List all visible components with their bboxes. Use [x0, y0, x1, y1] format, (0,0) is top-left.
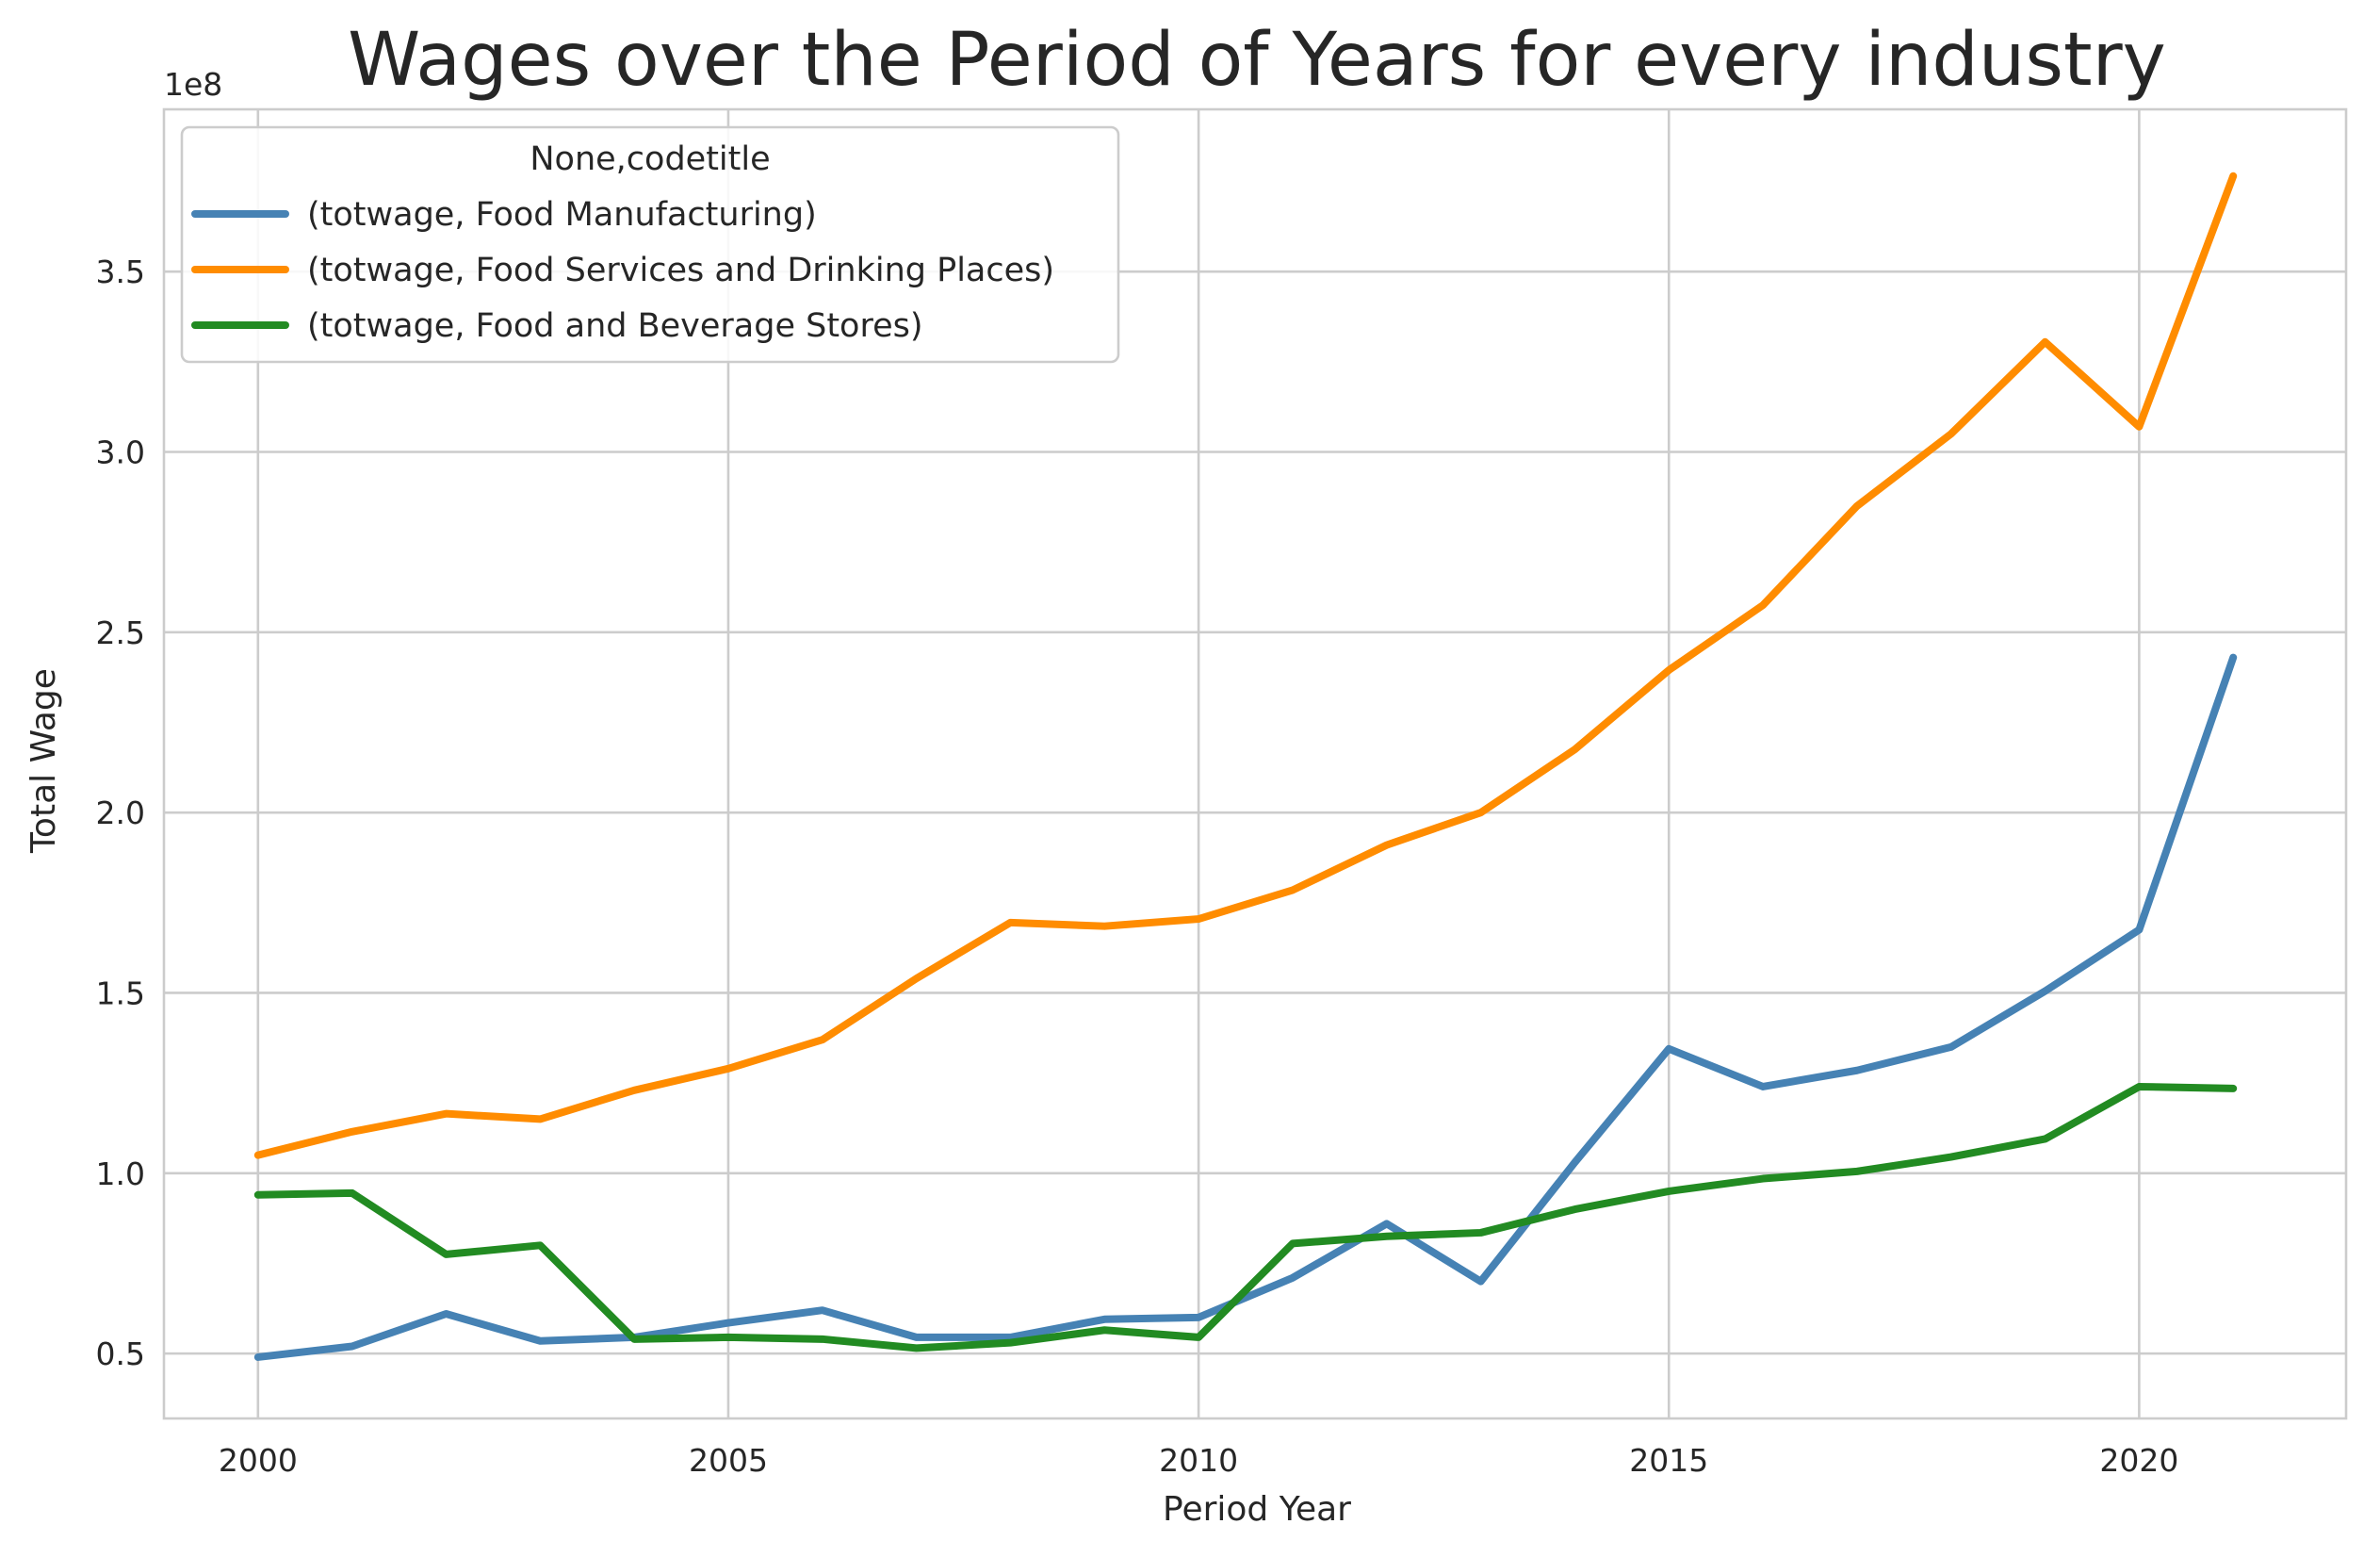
legend-entry-label: (totwage, Food Services and Drinking Pla… [307, 252, 1054, 289]
y-tick-label: 2.5 [96, 615, 145, 651]
x-tick-label: 2010 [1159, 1442, 1238, 1479]
legend-entry-label: (totwage, Food Manufacturing) [307, 196, 817, 234]
y-tick-label: 3.0 [96, 434, 145, 471]
y-tick-label: 3.5 [96, 254, 145, 290]
chart-title: Wages over the Period of Years for every… [348, 18, 2166, 103]
legend-box [180, 125, 1120, 364]
y-tick-label: 1.0 [96, 1155, 145, 1192]
tick-labels: 2000 2005 2010 2015 2020 0.5 1.0 1.5 2.0 2.5 3.0 3.… [96, 254, 2179, 1479]
y-axis-label: Total Wage [24, 668, 63, 854]
series-line-2 [253, 172, 2238, 1159]
legend-entries: (totwage, Food Manufacturing) (totwage, F… [191, 196, 1054, 345]
y-tick-label: 1.5 [96, 975, 145, 1011]
x-tick-label: 2015 [1629, 1442, 1708, 1479]
y-axis-offset-label: 1e8 [164, 66, 222, 103]
legend-entry-label: (totwage, Food and Beverage Stores) [307, 307, 923, 345]
series-lines [253, 172, 2238, 1361]
series-line-3 [253, 1082, 2238, 1352]
y-tick-label: 2.0 [96, 795, 145, 831]
plot-area-frame [162, 107, 2348, 1420]
x-axis-label: Period Year [1163, 1490, 1351, 1529]
x-tick-label: 2000 [219, 1442, 298, 1479]
grid [164, 109, 2346, 1418]
x-tick-label: 2005 [689, 1442, 768, 1479]
legend-title: None,codetitle [530, 140, 770, 178]
x-tick-label: 2020 [2099, 1442, 2178, 1479]
y-tick-label: 0.5 [96, 1336, 145, 1372]
series-line-1 [253, 653, 2238, 1361]
legend: None,codetitle (totwage, Food Manufactur… [180, 125, 1120, 364]
